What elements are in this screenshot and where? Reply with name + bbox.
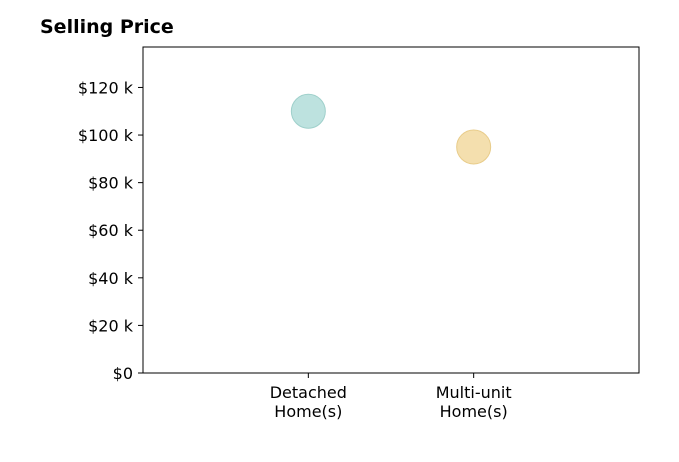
y-tick-label: $20 k — [88, 316, 134, 335]
y-axis: $0 $20 k $40 k $60 k $80 k $100 k $120 k — [78, 78, 143, 383]
plot-frame — [142, 46, 640, 374]
points-layer — [290, 93, 492, 165]
x-axis: Detached Home(s) Multi-unit Home(s) — [270, 373, 512, 421]
y-tick-label: $60 k — [88, 221, 134, 240]
x-tick-label: Multi-unit Home(s) — [436, 383, 512, 421]
y-tick-label: $0 — [113, 364, 133, 383]
chart-title: Selling Price — [40, 16, 174, 38]
data-point — [456, 129, 492, 165]
data-point — [290, 93, 326, 129]
y-tick-label: $100 k — [78, 126, 134, 145]
x-tick-label: Detached Home(s) — [270, 383, 347, 421]
y-tick-label: $40 k — [88, 269, 134, 288]
y-tick-label: $120 k — [78, 78, 134, 97]
y-tick-label: $80 k — [88, 174, 134, 193]
